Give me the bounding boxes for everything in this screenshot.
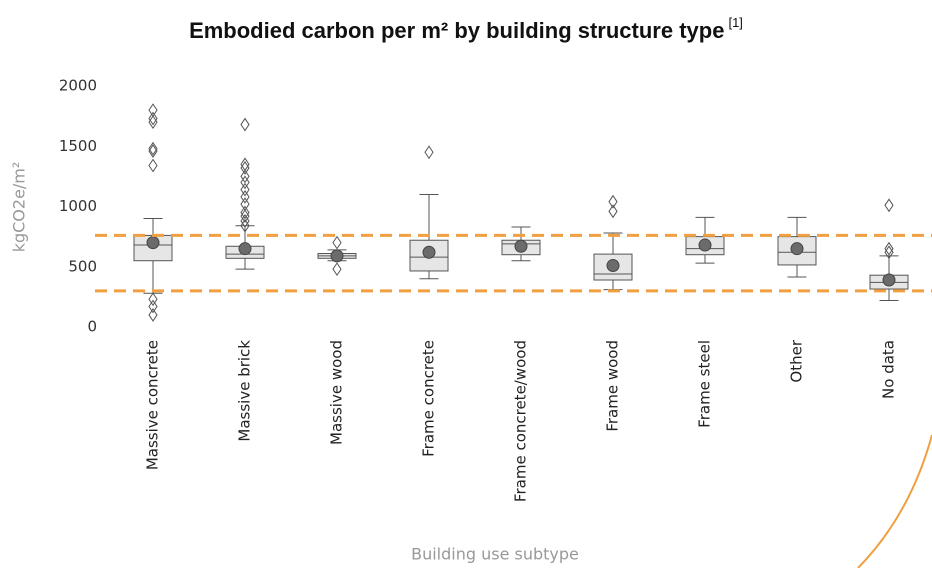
outlier — [148, 141, 158, 156]
y-tick-label: 1500 — [59, 137, 97, 155]
outlier — [240, 182, 250, 197]
mean — [422, 245, 436, 259]
outlier — [608, 204, 618, 219]
outlier — [240, 117, 250, 132]
x-tick-label: Frame wood — [604, 340, 622, 432]
outlier — [240, 189, 250, 204]
x-tick-label: Frame steel — [696, 340, 714, 428]
outlier — [608, 194, 618, 209]
x-tick-label: Other — [788, 339, 806, 382]
outlier — [240, 209, 250, 224]
outlier — [332, 235, 342, 250]
outlier — [240, 169, 250, 184]
mean — [606, 259, 620, 273]
outlier — [148, 299, 158, 314]
y-tick-label: 500 — [68, 257, 97, 275]
outlier — [240, 157, 250, 172]
chart-title: Embodied carbon per m² by building struc… — [189, 15, 743, 42]
y-tick-label: 2000 — [59, 77, 97, 95]
outlier — [240, 214, 250, 228]
outlier — [148, 144, 158, 158]
x-tick-label: Massive concrete — [144, 340, 162, 470]
outlier — [148, 292, 158, 307]
y-tick-label: 0 — [87, 318, 97, 336]
x-tick-label: Frame concrete — [420, 340, 438, 457]
outlier — [884, 198, 894, 213]
x-tick-label: Massive wood — [328, 340, 346, 445]
x-axis-title: Building use subtype — [411, 545, 579, 564]
mean — [882, 273, 896, 287]
x-tick-label: Frame concrete/wood — [512, 340, 530, 502]
y-axis-title: kgCO2e/m² — [10, 162, 29, 253]
mean — [330, 249, 344, 263]
outlier — [148, 158, 158, 173]
mean — [790, 242, 804, 256]
decorative-arc — [857, 434, 932, 568]
outlier — [148, 103, 158, 118]
mean — [238, 242, 252, 256]
y-tick-label: 1000 — [59, 197, 97, 215]
outlier — [240, 205, 250, 220]
outlier — [884, 241, 894, 256]
outlier — [240, 197, 250, 211]
title-text: Embodied carbon per m² by building struc… — [189, 18, 724, 43]
mean — [698, 238, 712, 252]
mean — [146, 236, 160, 250]
outlier — [240, 161, 250, 175]
outlier — [148, 308, 158, 322]
outlier — [332, 262, 342, 277]
title-note: [1] — [728, 15, 742, 30]
outlier — [424, 145, 434, 160]
outlier — [240, 218, 250, 233]
mean — [514, 239, 528, 253]
x-tick-label: No data — [880, 340, 898, 399]
x-tick-label: Massive brick — [236, 340, 254, 442]
outlier — [148, 111, 158, 126]
outlier — [884, 245, 894, 260]
outlier — [148, 115, 158, 130]
outlier — [240, 175, 250, 190]
